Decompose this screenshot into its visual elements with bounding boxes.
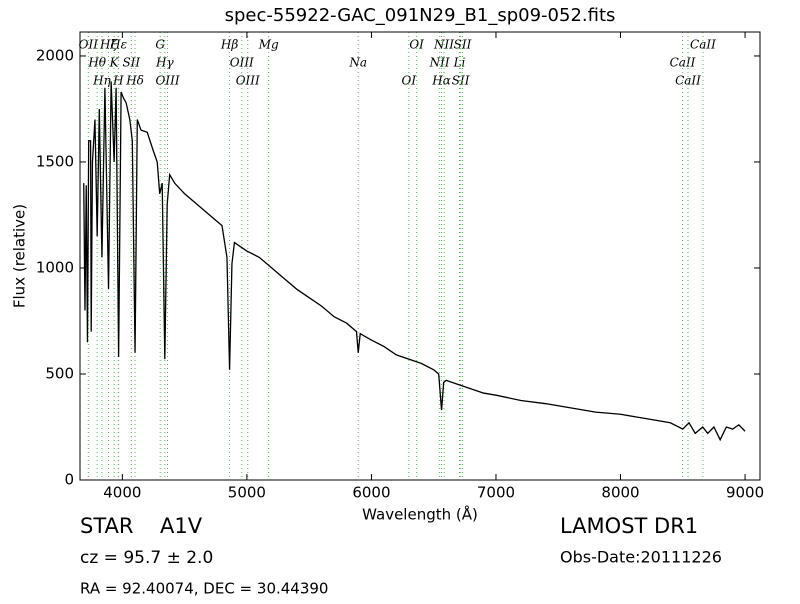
- x-tick-label: 5000: [228, 484, 266, 502]
- class-label: STAR: [80, 514, 133, 538]
- coords-label: RA = 92.40074, DEC = 30.44390: [80, 580, 328, 598]
- spectral-line-label: Hθ: [87, 56, 106, 70]
- x-tick-label: 8000: [601, 484, 639, 502]
- spectral-line-label: SII: [122, 56, 140, 70]
- x-tick-label: 6000: [352, 484, 390, 502]
- spectral-line-label: Hε: [109, 38, 127, 52]
- spectral-line-label: Na: [348, 56, 367, 70]
- spectral-line-label: Hδ: [125, 74, 144, 88]
- y-tick-label: 0: [64, 471, 74, 489]
- spectral-line-label: OIII: [156, 74, 180, 88]
- spectrum-line: [83, 81, 746, 442]
- x-tick-label: 7000: [477, 484, 515, 502]
- spectral-line-label: OIII: [230, 56, 254, 70]
- spectral-line-label: OII: [79, 38, 99, 52]
- survey-label: LAMOST DR1: [560, 514, 698, 538]
- chart-title: spec-55922-GAC_091N29_B1_sp09-052.fits: [225, 5, 616, 26]
- y-tick-label: 1500: [36, 152, 74, 170]
- y-axis-label: Flux (relative): [11, 204, 29, 308]
- spectral-line-label: Hβ: [220, 38, 238, 52]
- redshift-label: cz = 95.7 ± 2.0: [80, 548, 213, 568]
- spectral-line-label: Hγ: [155, 56, 174, 70]
- spectral-line-label: Mg: [258, 38, 279, 52]
- spectral-line-label: OI: [409, 38, 424, 52]
- x-tick-label: 9000: [726, 484, 764, 502]
- spectral-line-label: SII: [452, 74, 470, 88]
- spectral-line-label: OIII: [236, 74, 260, 88]
- y-tick-label: 500: [45, 364, 74, 382]
- spectral-line-label: Hα: [431, 74, 451, 88]
- spectral-line-label: Li: [453, 56, 466, 70]
- spectral-line-label: OI: [402, 74, 417, 88]
- spectral-line-label: CaII: [675, 74, 701, 88]
- date-label: Obs-Date:20111226: [560, 548, 722, 567]
- x-axis-label: Wavelength (Å): [362, 505, 478, 524]
- y-tick-label: 1000: [36, 258, 74, 276]
- spectral-line-label: NII: [429, 56, 450, 70]
- subclass-label: A1V: [160, 514, 203, 538]
- y-tick-label: 2000: [36, 46, 74, 64]
- spectral-line-label: K: [109, 56, 120, 70]
- spectral-line-label: Hη: [92, 74, 111, 88]
- spectral-line-label: G: [155, 38, 165, 52]
- spectral-line-label: SII: [454, 38, 472, 52]
- spectral-line-label: NII: [433, 38, 454, 52]
- x-tick-label: 4000: [103, 484, 141, 502]
- plot-frame: [79, 31, 761, 481]
- spectral-line-label: CaII: [670, 56, 696, 70]
- spectral-line-label: CaII: [690, 38, 716, 52]
